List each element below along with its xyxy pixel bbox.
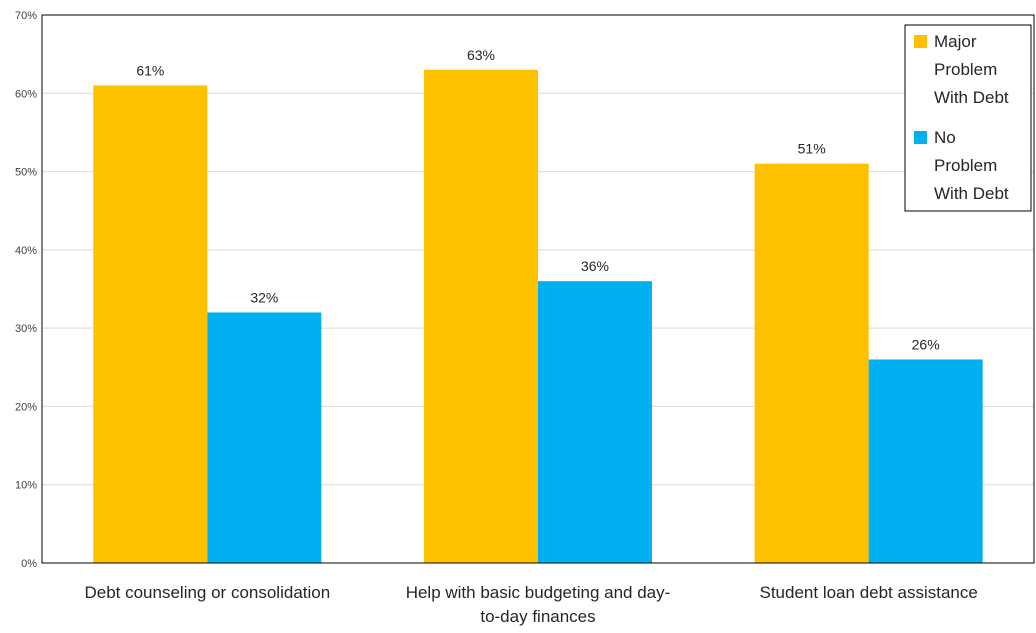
legend-label-line: With Debt — [934, 184, 1009, 203]
y-tick-label: 50% — [15, 167, 37, 179]
legend: Major Problem With Debt No Problem With Debt — [904, 24, 1032, 212]
data-label: 36% — [581, 258, 609, 274]
bars — [93, 69, 983, 564]
x-tick-label: Student loan debt assistance — [760, 583, 978, 602]
legend-label-line: Problem — [934, 60, 997, 79]
data-label: 63% — [467, 47, 495, 63]
x-tick-label-line: to-day finances — [480, 607, 595, 626]
bar-major-problem — [93, 85, 208, 563]
y-tick-label: 70% — [15, 10, 37, 22]
x-tick-label: Help with basic budgeting and day-to-day… — [406, 583, 671, 626]
legend-swatch — [914, 35, 927, 48]
y-tick-label: 0% — [21, 558, 37, 570]
legend-box — [904, 24, 1032, 212]
x-tick-label-line: Debt counseling or consolidation — [84, 583, 330, 602]
x-tick-label-line: Student loan debt assistance — [760, 583, 978, 602]
data-label: 51% — [798, 141, 826, 157]
legend-label-line: Major — [934, 32, 977, 51]
y-axis-ticks: 0% 10% 20% 30% 40% 50% 60% 70% — [15, 10, 37, 570]
y-tick-label: 60% — [15, 88, 37, 100]
legend-swatch — [914, 131, 927, 144]
data-label: 26% — [912, 336, 940, 352]
legend-label-line: Problem — [934, 156, 997, 175]
legend-label-line: With Debt — [934, 88, 1009, 107]
y-tick-label: 30% — [15, 323, 37, 335]
bar-no-problem — [868, 359, 983, 563]
legend-label: No Problem With Debt — [934, 128, 1009, 203]
x-axis-ticks: Debt counseling or consolidation Help wit… — [84, 583, 977, 626]
bar-major-problem — [754, 163, 869, 563]
y-tick-label: 10% — [15, 480, 37, 492]
data-labels: 61% 32% 63% 36% 51% 26% — [136, 47, 939, 353]
plot-frame — [41, 14, 1035, 564]
y-tick-label: 20% — [15, 401, 37, 413]
bar-no-problem — [207, 312, 322, 563]
legend-label: Major Problem With Debt — [934, 32, 1009, 107]
data-label: 61% — [136, 62, 164, 78]
bar-no-problem — [538, 281, 652, 563]
data-label: 32% — [250, 289, 278, 305]
legend-label-line: No — [934, 128, 956, 147]
x-tick-label: Debt counseling or consolidation — [84, 583, 330, 602]
bar-major-problem — [424, 69, 538, 564]
y-tick-label: 40% — [15, 245, 37, 257]
x-tick-label-line: Help with basic budgeting and day- — [406, 583, 671, 602]
